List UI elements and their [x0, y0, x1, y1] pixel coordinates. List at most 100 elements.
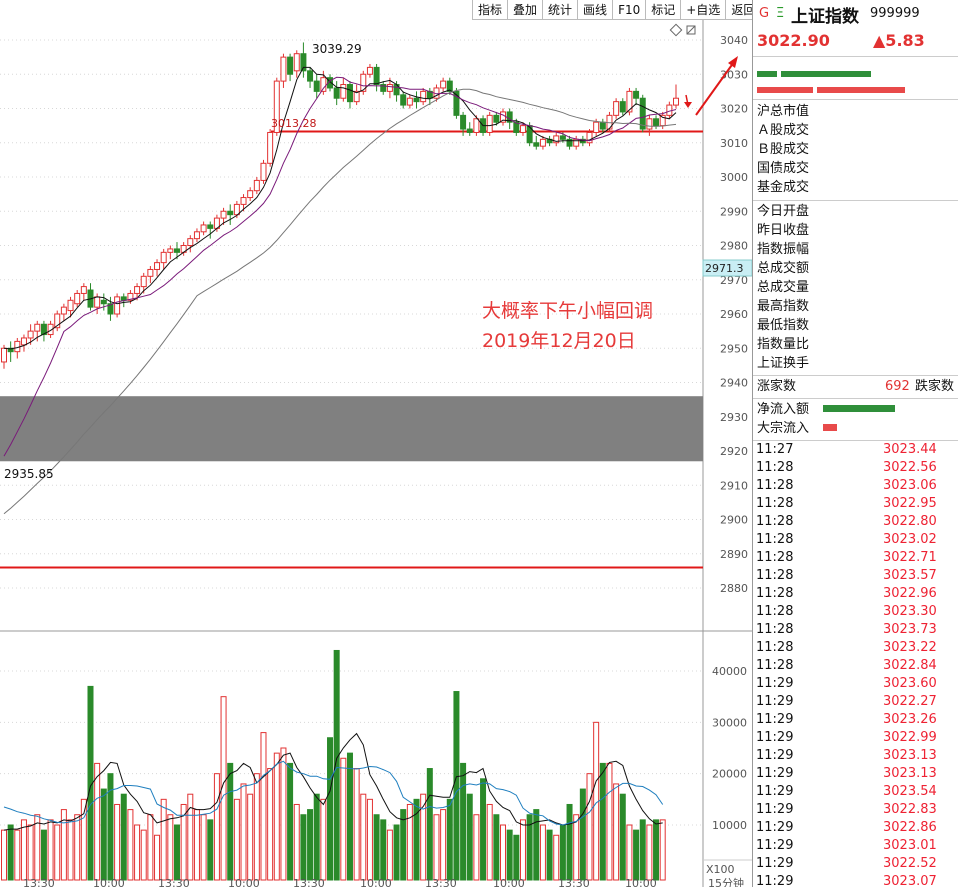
up-arrow-head [728, 56, 738, 68]
candle-body [346, 84, 353, 103]
time-tick-label: 13:30 [23, 877, 55, 887]
volume-bar [14, 829, 21, 881]
toolbar-item-2[interactable]: 统计 [543, 0, 579, 20]
tick-price: 3022.96 [883, 586, 937, 601]
candle-body [639, 97, 646, 130]
tick-price: 3023.01 [883, 838, 937, 853]
candle-body [200, 224, 207, 233]
candle-body [300, 53, 307, 72]
volume-bar [366, 798, 373, 881]
tick-time: 11:28 [756, 514, 794, 529]
current-price-tag [702, 259, 752, 277]
volume-bar [513, 834, 520, 881]
volume-bar [34, 814, 41, 881]
volume-bar [227, 762, 234, 881]
tick-time: 11:29 [756, 856, 794, 871]
candle-body [453, 90, 460, 116]
volume-bar [140, 829, 147, 881]
volume-bar [134, 824, 141, 881]
vol-tick-label: 40000 [712, 665, 747, 678]
tick-price: 3023.06 [883, 478, 937, 493]
volume-bar [646, 824, 653, 881]
time-tick-label: 10:00 [493, 877, 525, 887]
tick-price: 3023.07 [883, 874, 937, 887]
tick-price: 3023.02 [883, 532, 937, 547]
volume-bar [60, 809, 67, 881]
info-label-b-7: 指数量比 [757, 337, 810, 352]
volume-bar [260, 732, 267, 881]
gap-zone [0, 396, 703, 462]
kline-chart[interactable]: 3040 3030 3020 3010 3000 2990 2980 2970 2960 2950… [0, 0, 752, 887]
price-tick-label: 2960 [720, 308, 748, 321]
tick-time: 11:28 [756, 532, 794, 547]
tick-price: 3022.83 [883, 802, 937, 817]
candle-body [559, 135, 566, 140]
vol-unit-label: X100 [706, 863, 735, 876]
price-tick-label: 2940 [720, 377, 748, 390]
toolbar-item-1[interactable]: 叠加 [508, 0, 544, 20]
price-tick-label: 2950 [720, 342, 748, 355]
candle-body [74, 292, 81, 305]
volume-bar [1, 829, 7, 881]
toolbar-item-6[interactable]: +自选 [681, 0, 727, 20]
volume-bar [287, 762, 294, 881]
tick-price: 3023.44 [883, 442, 937, 457]
volume-bar [633, 829, 640, 881]
candle-body [187, 238, 194, 246]
volume-bar [147, 814, 154, 881]
candle-body [380, 84, 387, 92]
toolbar-item-4[interactable]: F10 [613, 0, 647, 20]
info-label-b-5: 最高指数 [757, 299, 810, 314]
price-tick-label: 2880 [720, 582, 748, 595]
volume-bar [154, 834, 161, 881]
candle-body [653, 118, 660, 127]
tick-time: 11:27 [756, 442, 794, 457]
candle-body [140, 275, 147, 288]
price-tick-label: 2890 [720, 548, 748, 561]
vol-tick-label: 10000 [712, 819, 747, 832]
volume-bar [313, 793, 320, 881]
volume-bar [293, 803, 300, 881]
g-icon[interactable]: G [759, 6, 770, 21]
info-label-b-4: 总成交量 [757, 280, 810, 295]
menu-icon[interactable]: Ξ [776, 6, 785, 21]
tick-price: 3022.27 [883, 694, 937, 709]
volume-bar [653, 819, 660, 881]
info-label-b-3: 总成交额 [757, 261, 810, 276]
volume-bar [247, 793, 254, 881]
price-tick-label: 2920 [720, 445, 748, 458]
tick-time: 11:29 [756, 802, 794, 817]
toolbar-item-5[interactable]: 标记 [646, 0, 682, 20]
kline-svg[interactable]: 3040303030203010300029902980297029602950… [0, 0, 752, 887]
volume-bar [327, 737, 334, 881]
time-tick-label: 13:30 [293, 877, 325, 887]
volume-bar [353, 768, 360, 881]
chart-toolbar: 指标 叠加 统计 画线 F10 标记 +自选 返回 [472, 0, 762, 20]
candle-body [67, 299, 74, 312]
candle-body [673, 97, 679, 106]
price-tick-label: 3040 [720, 34, 748, 47]
tick-price: 3023.13 [883, 766, 937, 781]
index-code: 999999 [870, 6, 920, 21]
vol-ma10-line [3, 760, 664, 826]
toolbar-item-3[interactable]: 画线 [578, 0, 614, 20]
toolbar-item-0[interactable]: 指标 [473, 0, 509, 20]
tick-price: 3022.52 [883, 856, 937, 871]
time-tick-label: 10:00 [360, 877, 392, 887]
bar-red-2 [817, 87, 905, 93]
volume-bar [54, 824, 61, 881]
candle-body [20, 337, 27, 346]
candle-body [420, 90, 427, 103]
volume-bar [420, 793, 427, 881]
volume-bar [300, 814, 307, 881]
volume-bar [80, 798, 87, 881]
ma5-line [3, 66, 677, 350]
tick-price: 3022.56 [883, 460, 937, 475]
bar-green-2 [781, 71, 871, 77]
info-label-a-0: 沪总市值 [757, 104, 810, 119]
tick-price: 3023.73 [883, 622, 937, 637]
volume-bar [473, 814, 480, 881]
candle-body [593, 121, 600, 133]
candle-body [27, 330, 34, 339]
tick-price: 3023.60 [883, 676, 937, 691]
